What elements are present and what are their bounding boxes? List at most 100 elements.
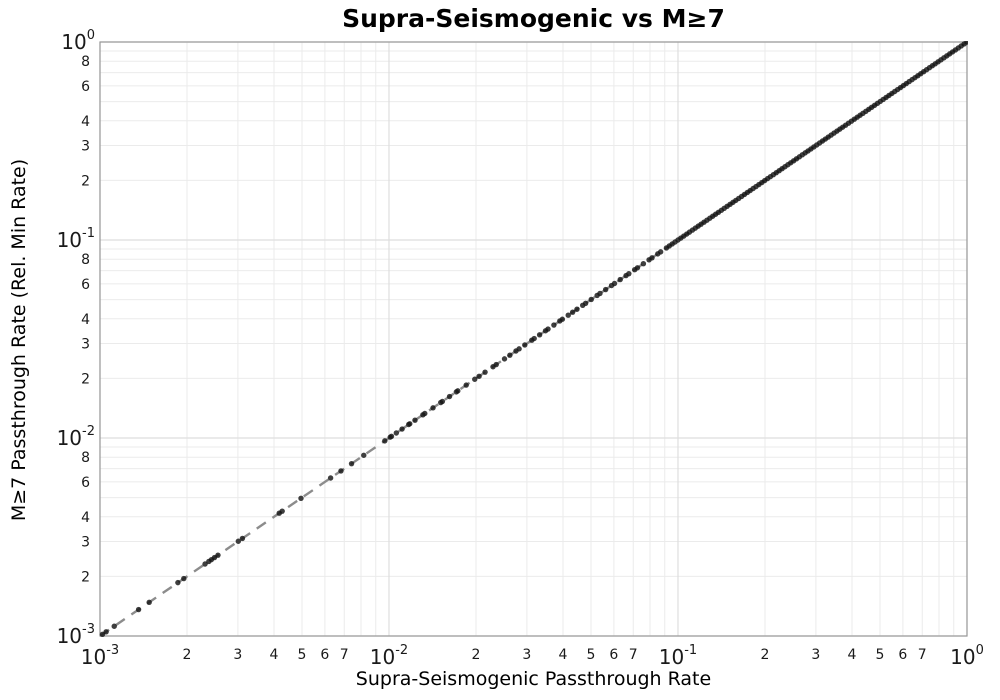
data-point <box>493 361 499 368</box>
data-point <box>588 296 594 303</box>
x-minor-tick-label: 2 <box>761 647 770 663</box>
data-point <box>135 606 142 613</box>
x-minor-tick-label: 3 <box>522 647 531 663</box>
data-point <box>382 438 388 444</box>
data-point <box>215 552 221 558</box>
data-point <box>235 538 242 544</box>
data-point <box>399 426 405 432</box>
data-point <box>634 265 641 271</box>
scatter-series <box>99 41 968 637</box>
data-point <box>146 599 152 605</box>
data-point <box>476 373 482 379</box>
data-point <box>111 623 117 629</box>
x-axis-label: Supra-Seismogenic Passthrough Rate <box>355 668 712 690</box>
data-point <box>422 410 428 417</box>
data-point <box>559 316 566 322</box>
data-point <box>531 335 537 342</box>
x-minor-tick-label: 7 <box>918 647 927 663</box>
data-point <box>407 421 413 427</box>
x-minor-tick-label: 4 <box>559 647 568 663</box>
x-minor-tick-label: 2 <box>472 647 481 663</box>
data-point <box>536 332 543 338</box>
y-minor-tick-label: 6 <box>81 79 90 95</box>
data-point <box>439 398 446 405</box>
data-point <box>507 352 513 358</box>
data-point <box>582 300 589 306</box>
x-minor-tick-label: 5 <box>876 647 885 663</box>
y-minor-tick-label: 8 <box>81 450 90 466</box>
x-minor-tick-label: 3 <box>233 647 242 663</box>
data-point <box>388 433 395 439</box>
x-minor-tick-label: 7 <box>340 647 349 663</box>
data-point <box>338 468 344 474</box>
y-minor-tick-label: 8 <box>81 252 90 268</box>
x-minor-tick-label: 2 <box>183 647 192 663</box>
data-point <box>298 495 304 501</box>
y-minor-tick-label: 2 <box>81 371 90 387</box>
data-point <box>545 326 551 332</box>
y-minor-tick-label: 2 <box>81 569 90 585</box>
data-point <box>393 430 400 436</box>
x-major-tick-label: 10-1 <box>659 643 697 669</box>
x-minor-tick-label: 4 <box>270 647 279 663</box>
x-minor-tick-label: 7 <box>629 647 638 663</box>
data-point <box>565 312 571 318</box>
data-point <box>279 508 285 514</box>
data-point <box>657 249 664 255</box>
x-minor-tick-label: 6 <box>898 647 907 663</box>
data-point <box>501 356 508 362</box>
data-point <box>516 346 522 352</box>
x-major-tick-label: 10-3 <box>81 643 119 669</box>
data-point <box>181 575 187 582</box>
y-minor-tick-label: 4 <box>81 114 90 130</box>
data-point <box>611 280 618 287</box>
data-point <box>482 369 488 375</box>
x-minor-tick-label: 5 <box>587 647 596 663</box>
x-minor-tick-label: 6 <box>609 647 618 663</box>
data-layer <box>99 41 968 637</box>
y-major-tick-label: 10-3 <box>57 622 95 648</box>
y-minor-tick-label: 3 <box>81 337 90 353</box>
data-point <box>649 255 655 261</box>
data-point <box>361 452 367 458</box>
axes-spines <box>99 41 968 637</box>
data-point <box>455 388 461 394</box>
x-minor-tick-label: 5 <box>298 647 307 663</box>
y-minor-tick-label: 6 <box>81 475 90 491</box>
x-minor-tick-label: 3 <box>811 647 820 663</box>
x-major-tick-label: 10-2 <box>370 643 408 669</box>
y-minor-tick-label: 3 <box>81 535 90 551</box>
y-minor-tick-label: 8 <box>81 54 90 70</box>
y-major-tick-label: 100 <box>61 28 95 54</box>
data-point <box>626 270 632 277</box>
data-point <box>964 41 968 45</box>
data-point <box>472 376 478 382</box>
data-point <box>239 535 246 542</box>
data-point <box>348 460 355 467</box>
data-point <box>640 261 647 267</box>
data-point <box>446 393 453 400</box>
x-major-tick-label: 100 <box>950 643 984 669</box>
y-minor-tick-label: 4 <box>81 510 90 526</box>
data-point <box>463 382 469 388</box>
data-point <box>522 342 528 348</box>
data-point <box>412 417 418 423</box>
data-point <box>430 405 436 411</box>
data-point <box>597 290 603 297</box>
y-minor-tick-label: 2 <box>81 173 90 189</box>
y-minor-tick-label: 4 <box>81 312 90 328</box>
x-minor-tick-label: 4 <box>848 647 857 663</box>
data-point <box>617 276 623 283</box>
data-point <box>327 475 334 481</box>
y-minor-tick-label: 3 <box>81 139 90 155</box>
data-point <box>602 286 609 293</box>
y-major-tick-label: 10-1 <box>57 226 95 252</box>
chart-title: Supra-Seismogenic vs M≥7 <box>342 4 725 33</box>
data-point <box>574 306 580 312</box>
y-minor-tick-label: 6 <box>81 277 90 293</box>
y-major-tick-label: 10-2 <box>57 424 95 450</box>
data-point <box>175 579 181 586</box>
